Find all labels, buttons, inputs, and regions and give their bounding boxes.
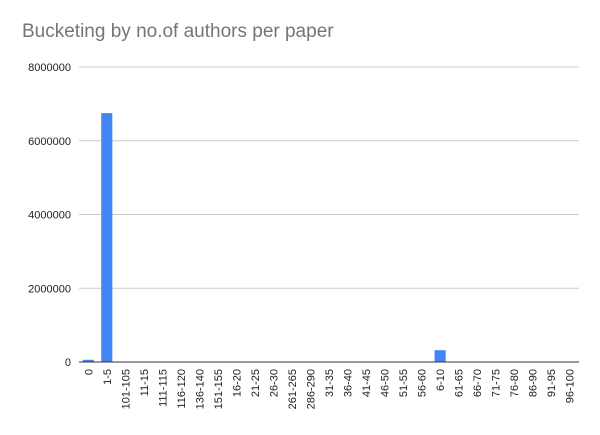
x-tick-label: 66-70 [472,369,484,397]
x-axis-tick-labels: 0 1-5 101-105 11-15 111-115 116-120 136-140 151… [83,369,576,409]
gridlines [79,66,579,289]
x-tick-label: 61-65 [454,369,466,397]
x-tick-label: 11-15 [139,369,151,396]
x-tick-label: 116-120 [176,369,188,409]
x-tick-label: 91-95 [546,369,558,397]
x-tick-label: 111-115 [157,369,169,407]
x-tick-label: 86-90 [528,369,540,397]
y-tick-label: 4000000 [28,210,71,222]
x-tick-label: 21-25 [250,369,262,397]
x-tick-label: 261-265 [287,369,299,409]
bar [101,113,113,362]
bar [82,359,94,362]
x-tick-label: 46-50 [380,369,392,397]
y-tick-label: 8000000 [28,62,71,74]
x-tick-label: 76-80 [509,369,521,397]
x-tick-label: 151-155 [213,369,225,409]
y-tick-label: 0 [65,357,71,369]
x-tick-label: 26-30 [268,369,280,397]
x-tick-label: 6-10 [435,369,447,391]
x-tick-label: 0 [83,369,95,375]
x-tick-label: 96-100 [565,369,577,403]
y-tick-label: 6000000 [28,136,71,148]
chart-title: Bucketing by no.of authors per paper [22,21,334,42]
x-tick-label: 36-40 [343,369,355,397]
x-tick-label: 56-60 [417,369,429,397]
x-tick-label: 71-75 [491,369,503,397]
y-axis-tick-labels: 0 2000000 4000000 6000000 8000000 [28,62,71,369]
x-tick-label: 1-5 [102,369,114,385]
bar [434,350,446,362]
x-tick-label: 16-20 [231,369,243,397]
x-tick-label: 31-35 [324,369,336,397]
x-tick-label: 136-140 [194,369,206,409]
x-tick-label: 101-105 [120,369,132,409]
x-tick-label: 41-45 [361,369,373,397]
bars [82,113,576,362]
y-tick-label: 2000000 [28,283,71,295]
x-tick-label: 286-290 [305,369,317,409]
x-tick-label: 51-55 [398,369,410,397]
